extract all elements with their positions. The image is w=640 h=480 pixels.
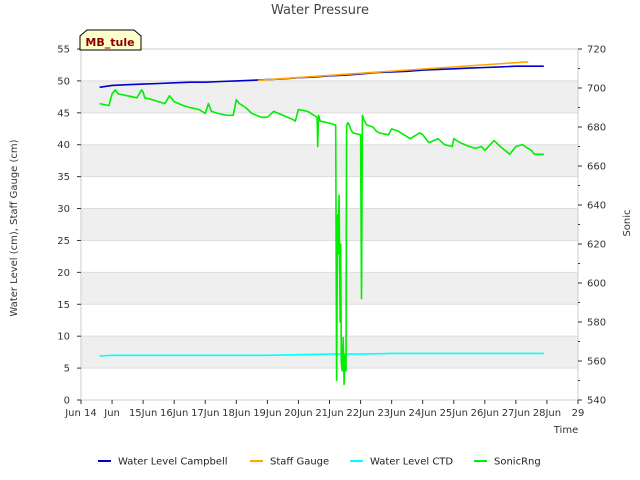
y-left-tick-label: 10 xyxy=(57,332,70,343)
legend: Water Level Campbell Staff Gauge Water Lev… xyxy=(98,457,541,468)
y-right-tick-label: 580 xyxy=(587,318,606,329)
x-tick-label: 16Jun xyxy=(160,408,188,419)
y-right-tick-label: 600 xyxy=(587,279,606,290)
y-left-tick-label: 0 xyxy=(64,396,70,407)
y-left-tick-label: 35 xyxy=(57,172,70,183)
y-left-tick-label: 45 xyxy=(57,108,70,119)
y-left-tick-label: 40 xyxy=(57,140,70,151)
y-right-tick-label: 620 xyxy=(587,240,606,251)
legend-label: Staff Gauge xyxy=(270,457,329,468)
legend-label: SonicRng xyxy=(494,457,541,468)
y-left-tick-label: 55 xyxy=(57,45,70,56)
y-left-tick-label: 25 xyxy=(57,236,70,247)
x-tick-label: 19Jun xyxy=(253,408,281,419)
series-layer xyxy=(99,61,544,386)
y-axis-left-label: Water Level (cm), Staff Gauge (cm) xyxy=(9,139,20,316)
x-tick-label: 15Jun xyxy=(129,408,157,419)
x-tick-label: 28Jun xyxy=(533,408,561,419)
gridlines xyxy=(81,48,578,401)
x-axis-label: Time xyxy=(553,425,578,436)
y-left-tick-label: 30 xyxy=(57,204,70,215)
x-tick-label: 17Jun xyxy=(191,408,219,419)
y-left-tick-label: 50 xyxy=(57,76,70,87)
y-right-tick-label: 720 xyxy=(587,45,606,56)
background-bands xyxy=(81,80,578,369)
chart-title: Water Pressure xyxy=(271,3,369,18)
series-line-sonicrng xyxy=(99,89,544,386)
background-band xyxy=(81,144,578,177)
station-badge-shape xyxy=(79,29,142,51)
y-left-tick-label: 15 xyxy=(57,300,70,311)
y-left-tick-label: 20 xyxy=(57,268,70,279)
background-band xyxy=(81,80,578,113)
background-band xyxy=(81,208,578,241)
x-tick-label: 22Jun xyxy=(346,408,374,419)
y-right-tick-label: 700 xyxy=(587,84,606,95)
x-tick-label: 18Jun xyxy=(222,408,250,419)
y-right-tick-label: 680 xyxy=(587,123,606,134)
x-tick-label: Jun 14 xyxy=(64,408,97,419)
series-line-staff-gauge xyxy=(258,61,529,82)
x-tick-label: 24Jun xyxy=(409,408,437,419)
y-right-tick-label: 560 xyxy=(587,357,606,368)
station-badge: MB_tule xyxy=(79,29,142,51)
x-tick-label: 29 xyxy=(572,408,585,419)
x-tick-label: 25Jun xyxy=(440,408,468,419)
x-tick-label: Jun xyxy=(103,408,120,419)
legend-label: Water Level Campbell xyxy=(118,457,228,468)
x-tick-label: 26Jun xyxy=(471,408,499,419)
y-right-tick-label: 540 xyxy=(587,396,606,407)
series-line-water-level-ctd xyxy=(99,352,544,357)
y-right-tick-label: 640 xyxy=(587,201,606,212)
y-left-tick-label: 5 xyxy=(64,364,70,375)
left-axis: 0 5 10 15 20 25 30 35 40 45 50 55 xyxy=(57,45,81,407)
station-label: MB_tule xyxy=(85,36,134,49)
x-tick-label: 23Jun xyxy=(377,408,405,419)
background-band xyxy=(81,272,578,305)
background-band xyxy=(81,336,578,369)
x-tick-label: 20Jun xyxy=(284,408,312,419)
y-axis-right-label: Sonic xyxy=(622,209,633,236)
legend-label: Water Level CTD xyxy=(370,457,453,468)
x-tick-label: 27Jun xyxy=(502,408,530,419)
x-axis: Jun 14 Jun 15Jun 16Jun 17Jun 18Jun 19Jun 20Jun 2… xyxy=(64,400,584,419)
x-tick-label: 21Jun xyxy=(315,408,343,419)
right-axis: 540 560 580 600 620 640 660 680 700 720 xyxy=(578,45,606,407)
y-right-tick-label: 660 xyxy=(587,162,606,173)
